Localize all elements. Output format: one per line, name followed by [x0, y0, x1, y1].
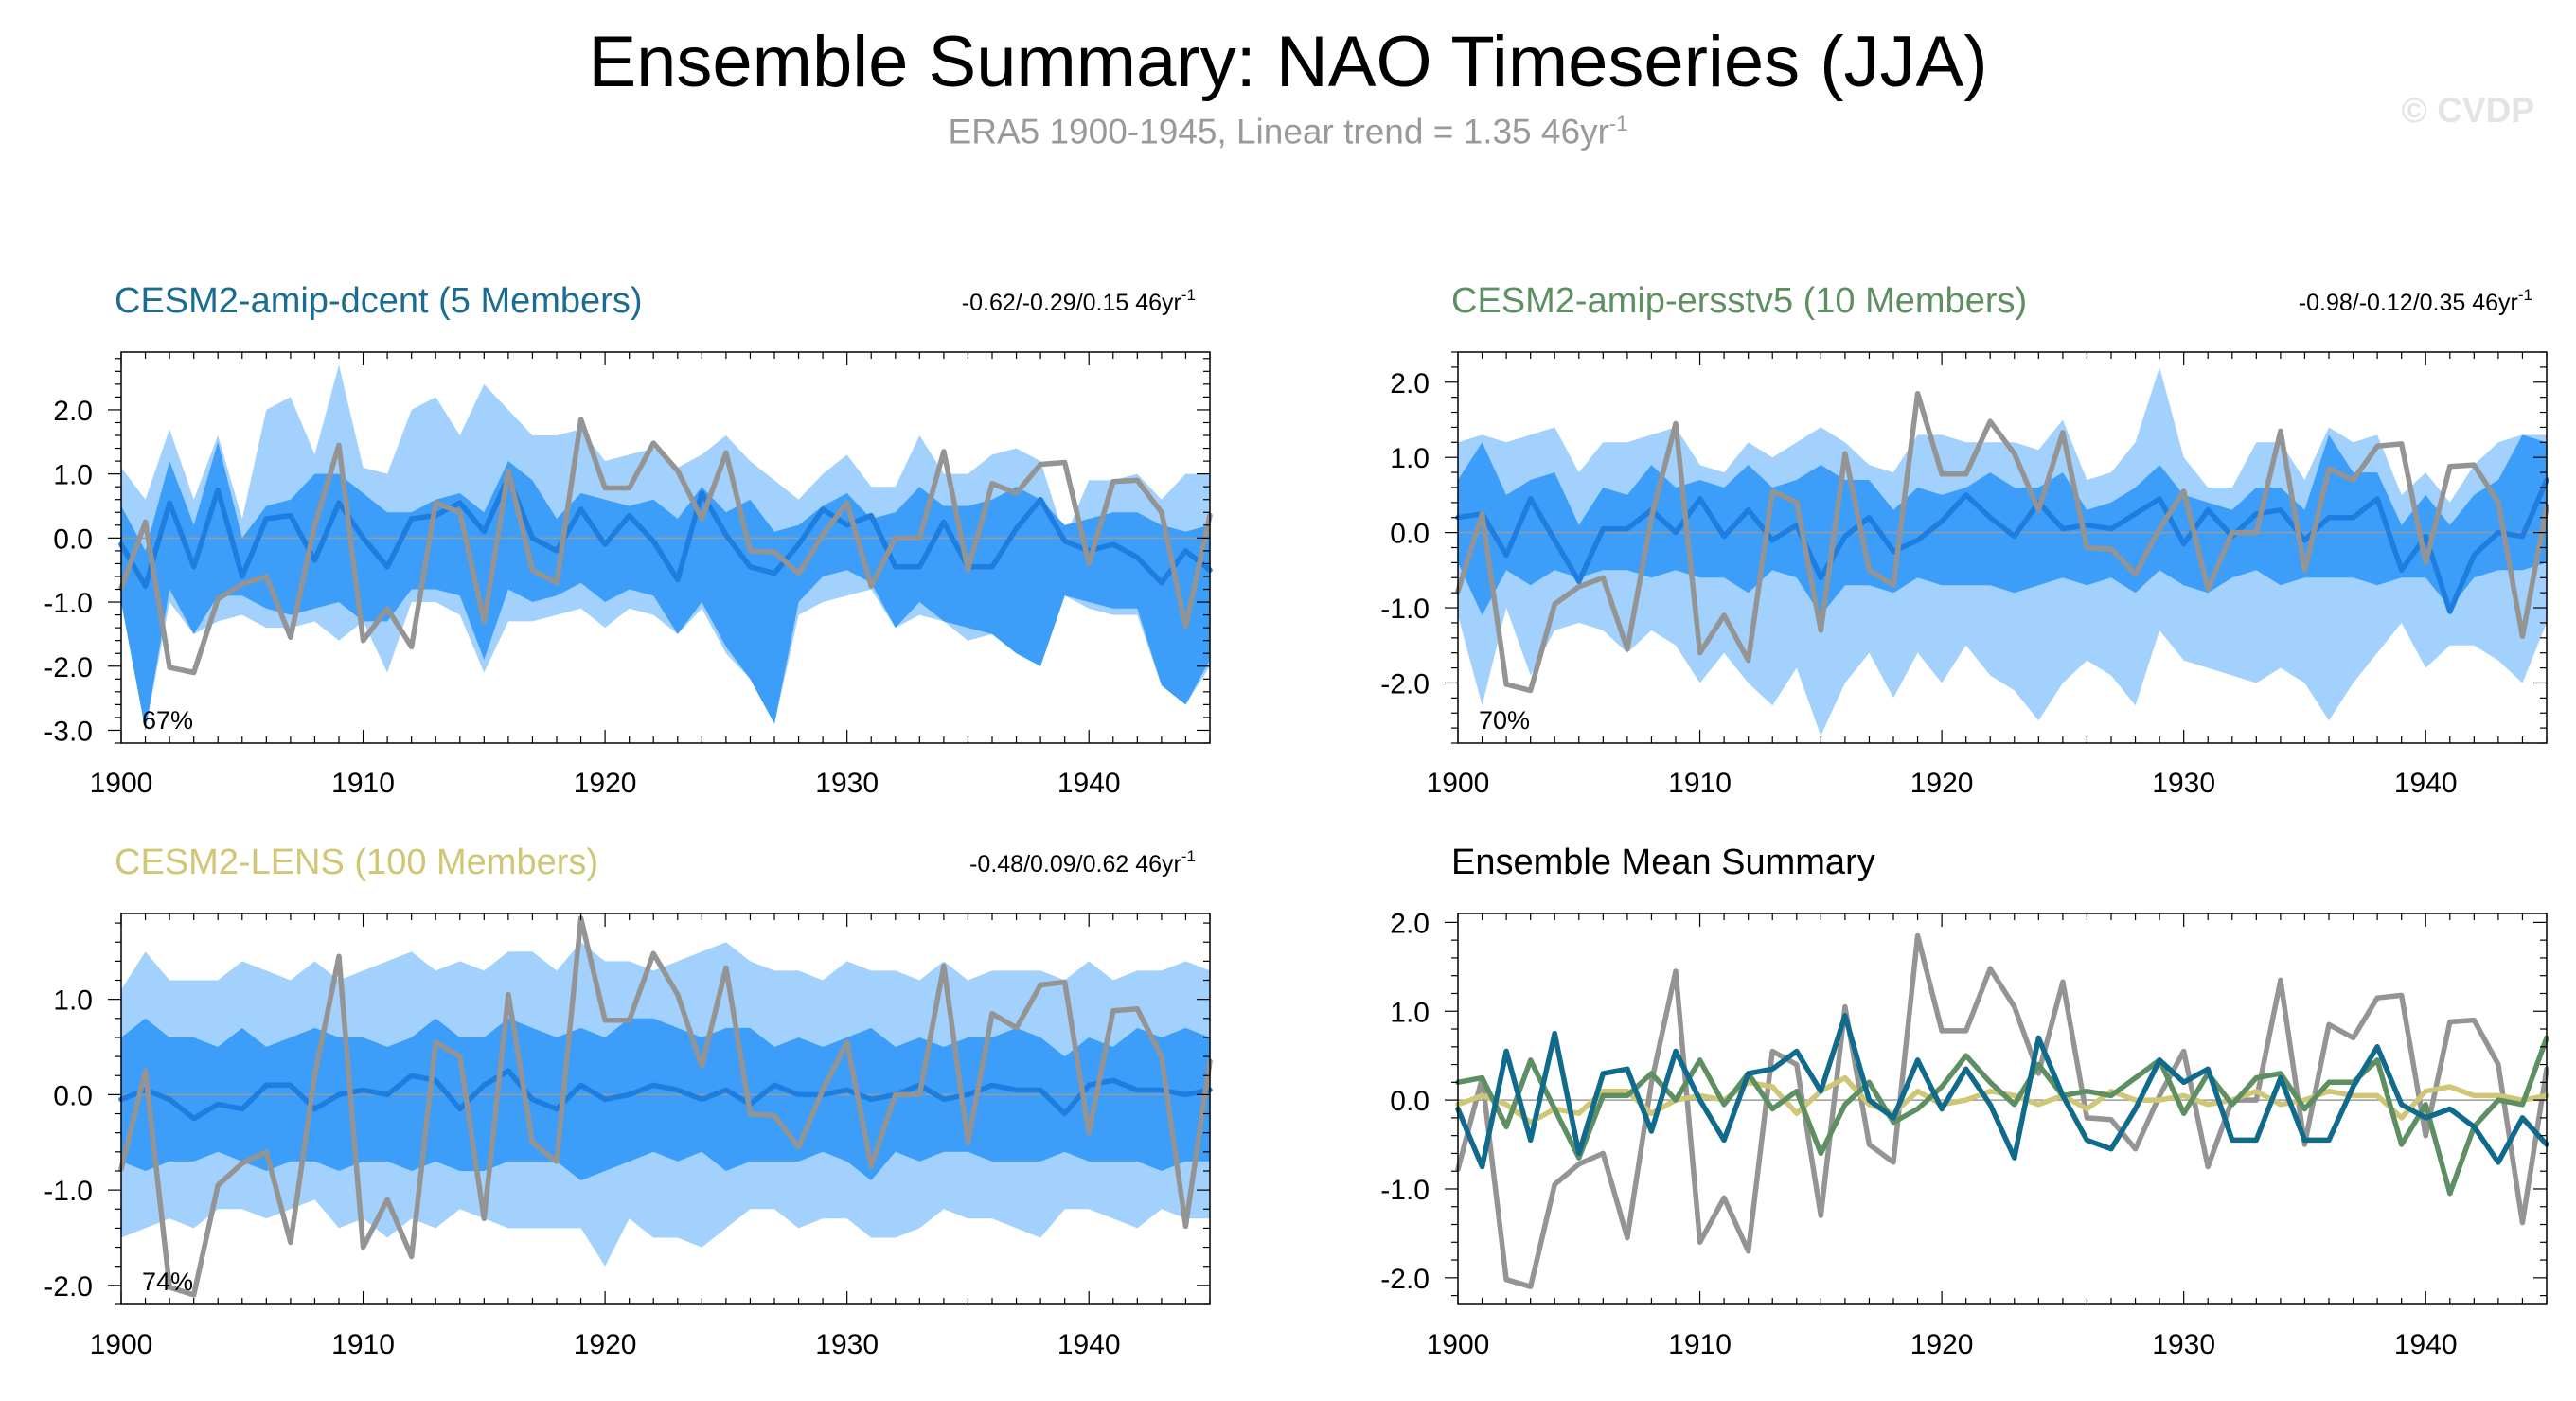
observed-line [1455, 390, 2549, 694]
x-tick-label: 1940 [2394, 768, 2458, 799]
x-tick-label: 1920 [1910, 1329, 1974, 1360]
percent-label: 74% [142, 1268, 193, 1296]
trend-label: -0.48/0.09/0.62 46yr-1 [969, 847, 1196, 878]
x-tick-label: 1900 [1427, 768, 1490, 799]
trend-superscript: -1 [2518, 286, 2532, 304]
y-tick-label: 0.0 [1390, 1086, 1430, 1117]
y-tick-label: 2.0 [53, 396, 93, 427]
ensemble-mean-line [118, 1068, 1213, 1122]
observed-line [118, 915, 1213, 1298]
x-tick-label: 1910 [331, 1329, 395, 1360]
watermark: © CVDP [2401, 91, 2534, 130]
y-tick-label: -1.0 [44, 588, 93, 619]
x-tick-label: 1900 [1427, 1329, 1490, 1360]
y-tick-label: 0.0 [1390, 519, 1430, 550]
x-tick-label: 1900 [90, 1329, 153, 1360]
observed-line [118, 417, 1213, 676]
ensemble-mean-line [1455, 477, 2549, 614]
y-tick-label: -1.0 [1380, 1175, 1430, 1206]
y-tick-label: -2.0 [1380, 668, 1430, 700]
y-tick-label: 0.0 [53, 1080, 93, 1111]
y-tick-label: -2.0 [44, 1271, 93, 1303]
x-tick-label: 1940 [2394, 1329, 2458, 1360]
x-tick-label: 1920 [574, 768, 637, 799]
subtitle-text: ERA5 1900-1945, Linear trend = 1.35 46yr [948, 112, 1609, 151]
y-tick-label: 0.0 [53, 523, 93, 555]
chart-panel-2: 1900 1910 1920 1930 1940 1.0 0.0 -1.0 -2.0 CESM2-… [44, 842, 1213, 1360]
panel-title: CESM2-amip-dcent (5 Members) [115, 281, 642, 321]
panel-title: CESM2-LENS (100 Members) [115, 842, 598, 882]
x-tick-label: 1930 [815, 1329, 879, 1360]
subtitle-superscript: -1 [1608, 112, 1628, 135]
trend-value: -0.48/0.09/0.62 46yr [969, 851, 1181, 878]
x-tick-label: 1910 [1668, 768, 1732, 799]
trend-label: -0.98/-0.12/0.35 46yr-1 [2299, 286, 2532, 316]
y-tick-label: 1.0 [1390, 443, 1430, 474]
panel-title: CESM2-amip-ersstv5 (10 Members) [1451, 281, 2027, 321]
y-tick-label: -3.0 [44, 716, 93, 747]
ensemble-mean-line [118, 474, 1213, 589]
chart-panel-1: 1900 1910 1920 1930 1940 2.0 1.0 0.0 -1.0 -2.0 CES… [1380, 281, 2549, 799]
x-tick-label: 1920 [574, 1329, 637, 1360]
x-tick-label: 1940 [1057, 768, 1121, 799]
page-title: Ensemble Summary: NAO Timeseries (JJA) [588, 22, 1988, 102]
trend-superscript: -1 [1181, 286, 1196, 304]
x-tick-label: 1930 [815, 768, 879, 799]
dcent-line [1455, 1013, 2549, 1170]
plot-frame [1457, 913, 2548, 1305]
y-tick-label: 1.0 [53, 460, 93, 491]
band-inner-area [121, 1018, 1210, 1180]
y-tick-label: -2.0 [1380, 1264, 1430, 1295]
percent-label: 70% [1479, 706, 1530, 735]
y-tick-label: -1.0 [1380, 594, 1430, 625]
chart-panel-0: 1900 1910 1920 1930 1940 2.0 1.0 0.0 -1.0 -2.0 -3.… [44, 281, 1213, 799]
y-tick-label: 1.0 [53, 985, 93, 1017]
plot-frame [120, 913, 1211, 1305]
y-tick-label: 2.0 [1390, 368, 1430, 399]
plot-frame [120, 351, 1211, 744]
page-subtitle: ERA5 1900-1945, Linear trend = 1.35 46yr… [0, 112, 2576, 151]
observed-line [1455, 932, 2549, 1289]
y-tick-label: 1.0 [1390, 997, 1430, 1028]
chart-panel-3: 1900 1910 1920 1930 1940 2.0 1.0 0.0 -1.0 -2.0 Ens… [1380, 842, 2549, 1360]
x-tick-label: 1930 [2152, 768, 2215, 799]
x-tick-label: 1900 [90, 768, 153, 799]
y-tick-label: 2.0 [1390, 908, 1430, 939]
x-tick-label: 1920 [1910, 768, 1974, 799]
panel-title: Ensemble Mean Summary [1451, 842, 1875, 882]
y-tick-label: -1.0 [44, 1176, 93, 1207]
trend-label: -0.62/-0.29/0.15 46yr-1 [962, 286, 1196, 316]
x-tick-label: 1930 [2152, 1329, 2215, 1360]
band-inner-area [121, 441, 1210, 731]
y-tick-label: -2.0 [44, 652, 93, 683]
x-tick-label: 1910 [331, 768, 395, 799]
x-tick-label: 1940 [1057, 1329, 1121, 1360]
trend-value: -0.98/-0.12/0.35 46yr [2299, 290, 2518, 316]
percent-label: 67% [142, 706, 193, 735]
x-tick-label: 1910 [1668, 1329, 1732, 1360]
trend-superscript: -1 [1181, 847, 1196, 865]
trend-value: -0.62/-0.29/0.15 46yr [962, 290, 1181, 316]
